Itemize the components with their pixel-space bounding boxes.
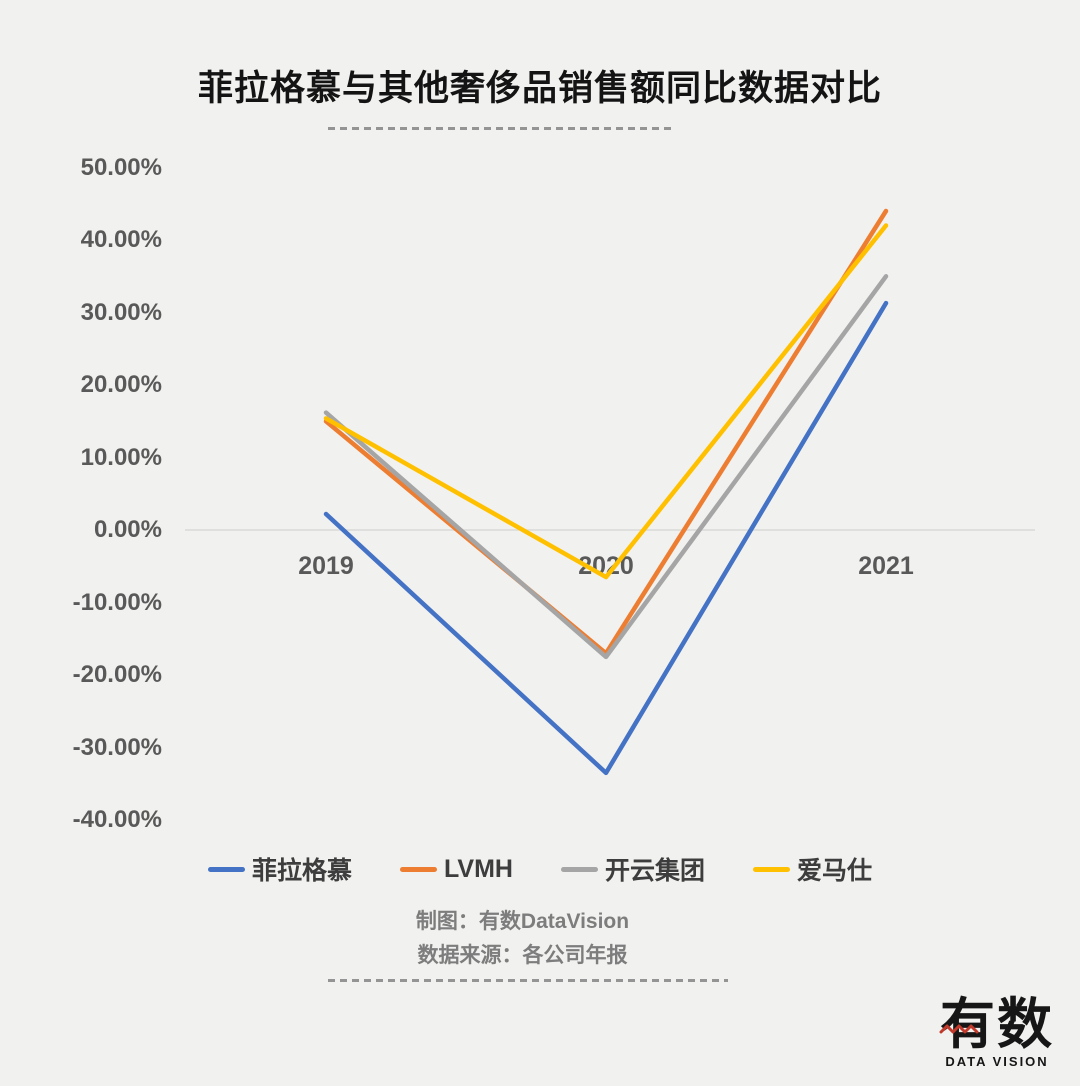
y-tick-label: -30.00%: [72, 733, 162, 761]
legend-swatch-icon: [207, 866, 245, 872]
y-tick-label: 20.00%: [80, 371, 162, 398]
series-line-菲拉格慕: [323, 300, 889, 776]
legend-label: LVMH: [444, 854, 513, 883]
legend-label: 开云集团: [604, 857, 705, 885]
y-tick-label: -40.00%: [72, 806, 162, 833]
series-line-爱马仕: [323, 223, 889, 580]
legend-swatch-icon: [753, 866, 790, 872]
y-tick-label: 0.00%: [93, 516, 162, 543]
legend-item-爱马仕: 爱马仕: [753, 851, 872, 887]
logo-wave-icon: [939, 1024, 979, 1034]
y-tick-label: 50.00%: [80, 153, 162, 181]
series-line-LVMH: [323, 208, 889, 656]
logo-wordmark: 有数: [939, 993, 1054, 1055]
legend-label: 菲拉格慕: [251, 857, 352, 885]
series-line-开云集团: [323, 274, 889, 660]
dashed-divider-top: [328, 127, 676, 130]
legend-swatch-icon: [560, 866, 598, 872]
y-tick-label: -20.00%: [72, 661, 162, 688]
y-tick-label: 30.00%: [80, 298, 162, 326]
y-tick-label: 40.00%: [80, 226, 162, 253]
legend-item-LVMH: LVMH: [400, 855, 513, 884]
y-tick-label: 10.00%: [80, 443, 162, 471]
logo-subtitle: DATA VISION: [945, 1054, 1049, 1069]
legend-item-开云集团: 开云集团: [560, 851, 705, 887]
credit-text: 制图：有数DataVision: [415, 910, 630, 933]
x-tick-label: 2019: [298, 552, 354, 580]
x-tick-label: 2020: [578, 552, 634, 580]
chart-title: 菲拉格慕与其他奢侈品销售额同比数据对比: [197, 69, 882, 108]
legend-swatch-icon: [400, 866, 437, 872]
legend: 菲拉格慕 LVMH 开云集团 爱马仕: [0, 850, 1080, 888]
legend-label: 爱马仕: [797, 857, 873, 885]
legend-item-菲拉格慕: 菲拉格慕: [207, 851, 352, 887]
dashed-divider-bottom: [328, 979, 728, 982]
wave-shape: [939, 1024, 979, 1034]
datavision-logo: 有数 DATA VISION: [934, 995, 1060, 1069]
source-text: 数据来源：各公司年报: [417, 944, 628, 967]
x-tick-label: 2021: [858, 552, 914, 580]
y-tick-label: -10.00%: [72, 588, 162, 616]
